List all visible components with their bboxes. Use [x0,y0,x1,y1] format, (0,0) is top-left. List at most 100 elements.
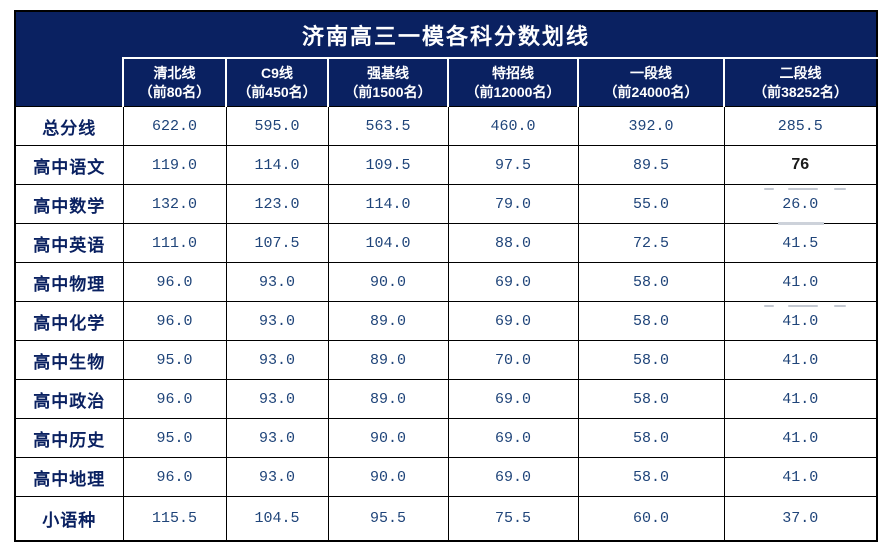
score-cell: 55.0 [577,184,725,224]
score-cell: 76 [723,145,878,185]
score-cell: 96.0 [122,301,227,341]
column-header-rank-range: （前450名） [237,83,317,100]
score-cell: 58.0 [577,262,725,302]
row-label: 高中语文 [14,145,124,185]
column-header-1: 清北线 （前80名） [122,57,226,107]
table-row: 高中英语 111.0 107.5 104.0 88.0 72.5 41.5 [14,223,878,263]
column-header-rank-range: （前80名） [138,83,211,100]
table-row: 高中政治 96.0 93.0 89.0 69.0 58.0 41.0 [14,379,878,419]
edit-artifact [725,305,877,309]
column-header-name: C9线 [261,64,293,81]
score-cell: 69.0 [447,457,579,497]
column-header-rank-range: （前1500名） [344,83,432,100]
column-header-rank-range: （前24000名） [603,83,699,100]
table-head: 济南高三一模各科分数划线 清北线 （前80名） C9线 （前450名） 强基线 （前150… [15,11,878,107]
score-cell: 123.0 [225,184,329,224]
score-cell: 109.5 [327,145,449,185]
table-body: 总分线 622.0 595.0 563.5 460.0 392.0 285.5 高中语文 119… [14,106,878,542]
row-label: 总分线 [14,106,124,146]
score-cell: 622.0 [122,106,227,146]
score-cell: 132.0 [122,184,227,224]
score-cell: 114.0 [327,184,449,224]
row-label: 高中政治 [14,379,124,419]
score-cell: 96.0 [122,379,227,419]
score-table: 济南高三一模各科分数划线 清北线 （前80名） C9线 （前450名） 强基线 （前150… [14,10,879,542]
score-cell: 58.0 [577,301,725,341]
column-header-2: C9线 （前450名） [225,57,328,107]
score-cell: 41.0 [723,301,878,341]
score-cell: 70.0 [447,340,579,380]
table-row: 高中生物 95.0 93.0 89.0 70.0 58.0 41.0 [14,340,878,380]
row-label: 高中英语 [14,223,124,263]
table-row: 高中语文 119.0 114.0 109.5 97.5 89.5 76 [14,145,878,185]
score-cell: 111.0 [122,223,227,263]
score-cell: 69.0 [447,262,579,302]
column-header-name: 二段线 [779,64,822,81]
column-header-row: 清北线 （前80名） C9线 （前450名） 强基线 （前1500名） 特招线 （前12000… [15,57,878,107]
score-cell: 41.5 [723,223,878,263]
row-label: 高中生物 [14,340,124,380]
title-row: 济南高三一模各科分数划线 [15,11,878,58]
score-cell: 89.5 [577,145,725,185]
score-cell: 58.0 [577,457,725,497]
row-label: 高中物理 [14,262,124,302]
column-header-rank-range: （前38252名） [753,83,849,100]
table-row: 高中化学 96.0 93.0 89.0 69.0 58.0 41.0 [14,301,878,341]
score-cell: 75.5 [447,496,579,542]
column-header-4: 特招线 （前12000名） [447,57,578,107]
row-label: 高中化学 [14,301,124,341]
column-header-rank-range: （前12000名） [465,83,561,100]
score-cell: 69.0 [447,301,579,341]
score-cell: 58.0 [577,418,725,458]
score-cell: 90.0 [327,418,449,458]
column-header-name: 清北线 [153,64,196,81]
score-cell: 93.0 [225,457,329,497]
score-cell: 107.5 [225,223,329,263]
score-cell: 95.5 [327,496,449,542]
table-row: 高中历史 95.0 93.0 90.0 69.0 58.0 41.0 [14,418,878,458]
score-cell: 93.0 [225,301,329,341]
table-title: 济南高三一模各科分数划线 [15,11,878,58]
score-cell: 69.0 [447,418,579,458]
row-label: 高中历史 [14,418,124,458]
row-label: 高中数学 [14,184,124,224]
table-row: 总分线 622.0 595.0 563.5 460.0 392.0 285.5 [14,106,878,146]
score-cell: 58.0 [577,340,725,380]
column-header-5: 一段线 （前24000名） [577,57,724,107]
score-cell: 37.0 [723,496,878,542]
corner-cell [15,58,123,107]
score-cell: 69.0 [447,379,579,419]
score-cell: 93.0 [225,340,329,380]
column-header-name: 强基线 [367,64,409,81]
score-cell: 60.0 [577,496,725,542]
table-row: 高中数学 132.0 123.0 114.0 79.0 55.0 26.0 [14,184,878,225]
score-cell: 89.0 [327,340,449,380]
score-cell: 58.0 [577,379,725,419]
score-cell: 79.0 [447,184,579,224]
score-cell: 95.0 [122,340,227,380]
score-cell: 89.0 [327,301,449,341]
edit-artifact [725,188,877,192]
table-row: 高中物理 96.0 93.0 90.0 69.0 58.0 41.0 [14,262,878,302]
column-header-name: 特招线 [492,64,534,81]
column-header-6: 二段线 （前38252名） [722,57,878,107]
score-cell: 96.0 [122,262,227,302]
score-cell: 93.0 [225,418,329,458]
table-row: 小语种 115.5 104.5 95.5 75.5 60.0 37.0 [14,496,878,542]
row-label: 小语种 [14,496,124,542]
score-cell: 119.0 [122,145,227,185]
score-cell: 285.5 [723,106,878,146]
column-header-3: 强基线 （前1500名） [327,57,448,107]
score-cell: 93.0 [225,262,329,302]
score-cell: 89.0 [327,379,449,419]
score-cell: 90.0 [327,262,449,302]
score-cell: 90.0 [327,457,449,497]
score-cell: 392.0 [577,106,725,146]
score-cell: 104.0 [327,223,449,263]
score-cell: 460.0 [447,106,579,146]
score-cell: 96.0 [122,457,227,497]
score-cell: 563.5 [327,106,449,146]
score-cell: 115.5 [122,496,227,542]
score-cell: 104.5 [225,496,329,542]
table-row: 高中地理 96.0 93.0 90.0 69.0 58.0 41.0 [14,457,878,497]
